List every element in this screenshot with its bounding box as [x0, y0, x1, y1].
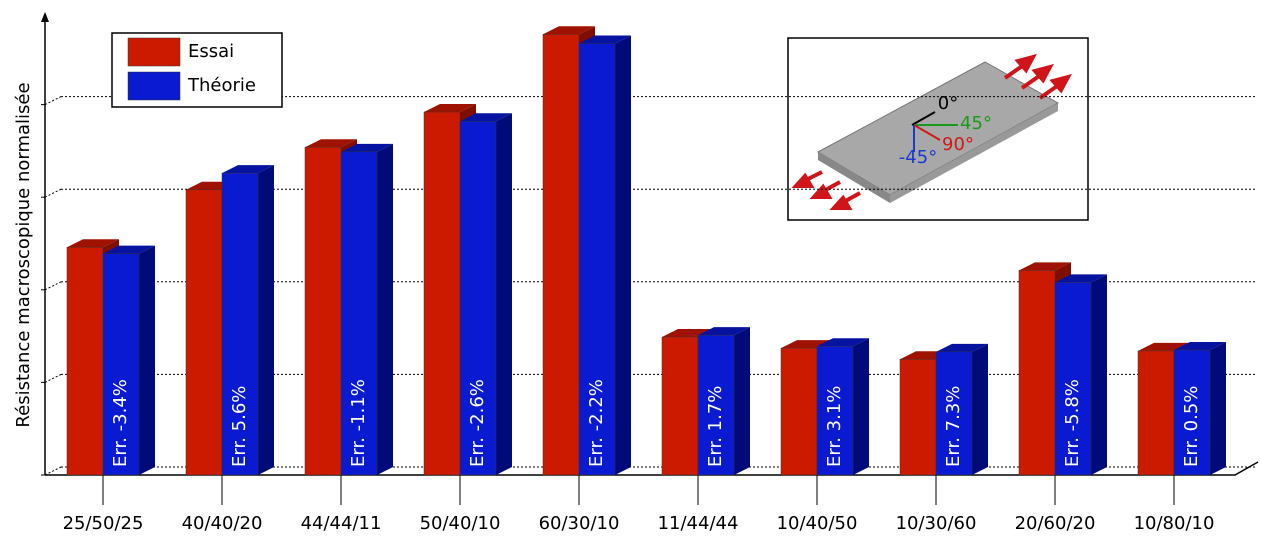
x-tick-label: 40/40/20: [182, 513, 263, 534]
x-tick-label: 44/44/11: [301, 513, 382, 534]
bar-side: [734, 327, 750, 475]
x-tick-label: 20/60/20: [1015, 513, 1096, 534]
x-tick-label: 10/80/10: [1134, 513, 1215, 534]
arrows: [791, 53, 1072, 210]
bar: [1137, 350, 1175, 476]
x-tick-label: 50/40/10: [420, 513, 501, 534]
grid-line: [44, 96, 62, 106]
grid-line: [44, 188, 62, 198]
bar: [697, 334, 735, 476]
legend: Essai Théorie: [111, 32, 283, 108]
bar: [423, 111, 461, 476]
bar: [221, 172, 259, 476]
bar-side: [615, 35, 631, 475]
bar-top: [543, 26, 595, 35]
bar: [340, 151, 378, 476]
bar: [1173, 349, 1211, 476]
error-label: Err. -2.2%: [586, 379, 607, 467]
bar-top: [1019, 262, 1071, 271]
bar: [661, 336, 699, 476]
inset: 0°45°90°-45°: [787, 37, 1089, 221]
x-tick-label: 25/50/25: [63, 513, 144, 534]
bar: [780, 347, 818, 476]
bar: [459, 121, 497, 476]
bar-top: [341, 143, 393, 152]
bar: [1054, 282, 1092, 476]
error-label: Err. -5.8%: [1062, 379, 1083, 467]
bar-top: [1055, 274, 1107, 283]
bar-side: [139, 245, 155, 475]
bar-top: [936, 343, 988, 352]
bar-side: [1091, 274, 1107, 475]
bar-side: [258, 165, 274, 475]
bar-top: [1174, 341, 1226, 350]
bar-top: [305, 139, 357, 148]
grid-line: [44, 373, 62, 383]
bar: [1018, 270, 1056, 476]
error-label: Err. 3.1%: [824, 386, 845, 467]
error-label: Err. -2.6%: [467, 379, 488, 467]
x-tick-label: 10/40/50: [777, 513, 858, 534]
bar-side: [972, 343, 988, 475]
bar-side: [496, 113, 512, 475]
inset-label: -45°: [899, 147, 937, 168]
bar: [899, 359, 937, 476]
x-tick-label: 60/30/10: [539, 513, 620, 534]
legend-swatch: [127, 37, 181, 67]
bar-side: [1210, 341, 1226, 475]
bar: [935, 351, 973, 476]
grid-line: [44, 281, 62, 291]
inset-label: 90°: [942, 134, 974, 155]
bar: [185, 189, 223, 476]
bar-top: [103, 245, 155, 254]
legend-swatch: [127, 71, 181, 101]
error-label: Err. 0.5%: [1181, 386, 1202, 467]
bar-side: [853, 338, 869, 475]
bar-top: [817, 338, 869, 347]
error-label: Err. -3.4%: [110, 379, 131, 467]
error-label: Err. 5.6%: [229, 386, 250, 467]
x-tick-label: 10/30/60: [896, 513, 977, 534]
bar: [816, 346, 854, 476]
legend-label: Théorie: [187, 75, 256, 96]
error-label: Err. 1.7%: [705, 386, 726, 467]
bar: [102, 253, 140, 476]
y-axis-arrow: [41, 12, 49, 22]
plate-edge: [818, 152, 890, 203]
ply-axes: [911, 111, 958, 152]
error-label: Err. -1.1%: [348, 379, 369, 467]
bar-top: [460, 113, 512, 122]
error-label: Err. 7.3%: [943, 386, 964, 467]
bar-top: [698, 327, 750, 336]
legend-label: Essai: [188, 41, 234, 62]
bar: [66, 246, 104, 476]
bar: [304, 146, 342, 476]
bar-top: [579, 35, 631, 44]
bar-top: [424, 104, 476, 113]
grid-line: [44, 466, 62, 476]
plate-edge: [890, 103, 1058, 203]
bar-top: [67, 239, 119, 248]
x-tick-label: 11/44/44: [658, 513, 739, 534]
bar-top: [222, 165, 274, 174]
inset-label: 45°: [960, 113, 992, 134]
bar: [578, 43, 616, 476]
inset-label: 0°: [938, 93, 958, 114]
bar: [542, 33, 580, 476]
y-axis-label: Résistance macroscopique normalisée: [13, 82, 34, 427]
plot-area: 25/50/25 Err. -3.4% 40/40/20 Err. 5.6% 44/44…: [41, 12, 1259, 534]
bar-side: [377, 143, 393, 476]
